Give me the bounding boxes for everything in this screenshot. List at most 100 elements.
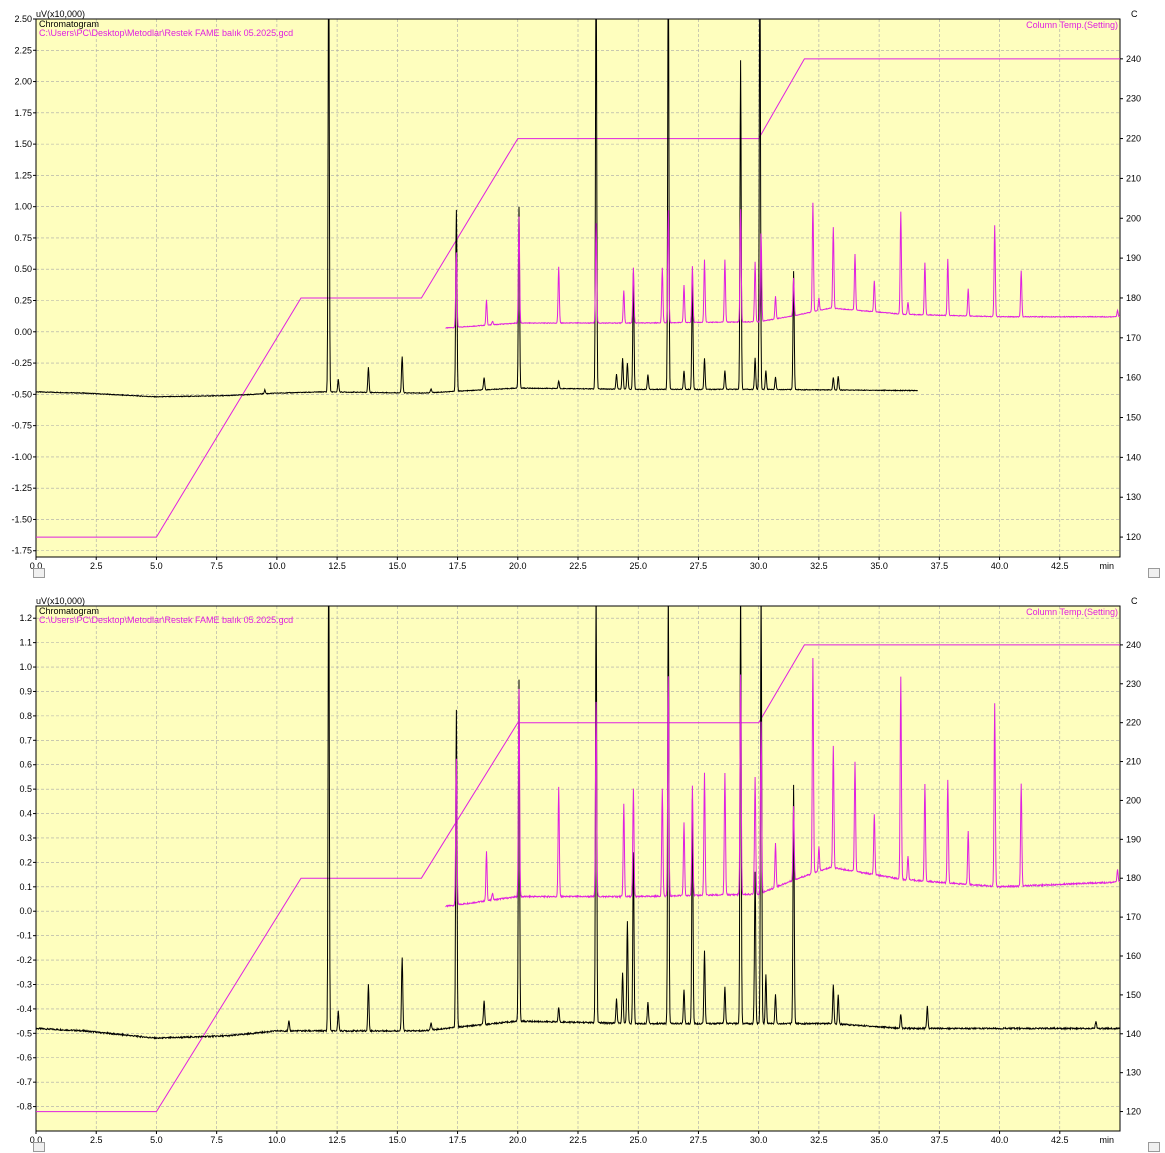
- x-tick-label: 15.0: [389, 1135, 407, 1145]
- y-tick-label: 0.1: [19, 882, 32, 892]
- y-tick-label: 0.5: [19, 784, 32, 794]
- chromatogram-plot-bottom: 1.2 1.1 1.0 0.9 0.8 0.7 0.6 0.5 0.4 0.3 0.2 0.1 0.0 -…: [16, 596, 1141, 1145]
- x-tick-label: 35.0: [870, 561, 888, 571]
- y2-tick-label: 240: [1126, 54, 1141, 64]
- file-path-label: C:\Users\PC\Desktop\Metodlar\Restek FAME…: [39, 615, 293, 625]
- y-tick-label: -0.8: [16, 1102, 32, 1112]
- y2-tick-label: 150: [1126, 413, 1141, 423]
- y-tick-label: 0.00: [14, 327, 32, 337]
- plot-area: [36, 19, 1120, 557]
- y-tick-label: 1.2: [19, 613, 32, 623]
- scroll-right-button-top[interactable]: [1148, 568, 1160, 578]
- scroll-right-button-bottom[interactable]: [1148, 1142, 1160, 1152]
- x-tick-label: 20.0: [509, 1135, 527, 1145]
- column-temp-line: [36, 644, 1120, 1113]
- x-tick-label: 40.0: [991, 561, 1009, 571]
- y-tick-label: 0.4: [19, 809, 32, 819]
- x-tick-label: 27.5: [690, 561, 708, 571]
- y-tick-label: -0.5: [16, 1028, 32, 1038]
- y-tick-label: -0.25: [11, 358, 32, 368]
- x-tick-label: 5.0: [150, 561, 163, 571]
- y-tick-label: -0.2: [16, 955, 32, 965]
- y2-tick-label: 200: [1126, 795, 1141, 805]
- panel-title: Chromatogram: [39, 606, 99, 616]
- y-tick-label: -0.3: [16, 979, 32, 989]
- y2-tick-label: 230: [1126, 679, 1141, 689]
- y2-tick-label: 190: [1126, 834, 1141, 844]
- x-tick-label: 12.5: [328, 1135, 346, 1145]
- chromatogram-trace-magenta: [445, 202, 1120, 329]
- x-tick-label: 0.0: [30, 561, 43, 571]
- y2-tick-label: 180: [1126, 293, 1141, 303]
- file-path-label: C:\Users\PC\Desktop\Metodlar\Restek FAME…: [39, 28, 293, 38]
- y-tick-label: 0.50: [14, 264, 32, 274]
- y2-tick-label: 130: [1126, 1068, 1141, 1078]
- x-tick-label: 10.0: [268, 1135, 286, 1145]
- y-tick-label: 0.9: [19, 686, 32, 696]
- y-tick-label: 0.2: [19, 857, 32, 867]
- x-tick-label: 37.5: [931, 561, 949, 571]
- y-tick-label: -1.50: [11, 514, 32, 524]
- column-temp-legend: Column Temp.(Setting): [1026, 607, 1118, 617]
- panel-title: Chromatogram: [39, 19, 99, 29]
- y2-tick-label: 190: [1126, 253, 1141, 263]
- x-tick-label: 17.5: [449, 561, 467, 571]
- x-tick-label: 22.5: [569, 1135, 587, 1145]
- scroll-left-button-bottom[interactable]: [33, 1142, 45, 1152]
- y-tick-label: 0.8: [19, 711, 32, 721]
- y2-unit-label: C: [1131, 596, 1138, 606]
- y-tick-label: 0.6: [19, 760, 32, 770]
- y-unit-label: uV(x10,000): [36, 596, 85, 606]
- y-tick-label: -0.75: [11, 421, 32, 431]
- y-tick-label: 2.00: [14, 77, 32, 87]
- x-tick-label: 22.5: [569, 561, 587, 571]
- y-tick-label: 0.25: [14, 296, 32, 306]
- column-temp-legend: Column Temp.(Setting): [1026, 20, 1118, 30]
- y2-tick-label: 170: [1126, 333, 1141, 343]
- y2-tick-label: 160: [1126, 951, 1141, 961]
- y-tick-label: 1.00: [14, 202, 32, 212]
- x-unit-label: min: [1099, 1135, 1114, 1145]
- x-tick-label: 20.0: [509, 561, 527, 571]
- gridlines: [35, 18, 1120, 557]
- y2-tick-label: 160: [1126, 373, 1141, 383]
- x-tick-label: 42.5: [1051, 1135, 1069, 1145]
- scroll-left-button-top[interactable]: [33, 568, 45, 578]
- x-tick-label: 42.5: [1051, 561, 1069, 571]
- y-tick-label: 2.25: [14, 45, 32, 55]
- x-tick-label: 27.5: [690, 1135, 708, 1145]
- chromatogram-trace-black: [36, 19, 918, 398]
- x-tick-label: 5.0: [150, 1135, 163, 1145]
- x-tick-label: 7.5: [210, 561, 223, 571]
- y2-unit-label: C: [1131, 9, 1138, 19]
- y-tick-label: -0.50: [11, 389, 32, 399]
- traces: [36, 19, 1120, 538]
- y2-tick-label: 130: [1126, 492, 1141, 502]
- chromatogram-trace-magenta: [445, 657, 1120, 908]
- y-tick-label: -0.6: [16, 1053, 32, 1063]
- x-tick-label: 32.5: [810, 1135, 828, 1145]
- x-tick-label: 40.0: [991, 1135, 1009, 1145]
- x-tick-label: 2.5: [90, 1135, 103, 1145]
- x-tick-label: 30.0: [750, 561, 768, 571]
- column-temp-line: [36, 58, 1120, 538]
- y2-tick-label: 120: [1126, 532, 1141, 542]
- y-tick-label: -0.1: [16, 931, 32, 941]
- x-tick-label: 32.5: [810, 561, 828, 571]
- y2-tick-label: 240: [1126, 640, 1141, 650]
- x-tick-label: 12.5: [328, 561, 346, 571]
- x-tick-label: 30.0: [750, 1135, 768, 1145]
- y2-tick-label: 120: [1126, 1107, 1141, 1117]
- x-tick-label: 37.5: [931, 1135, 949, 1145]
- gridlines: [35, 606, 1120, 1131]
- y2-tick-label: 150: [1126, 990, 1141, 1000]
- y2-tick-label: 230: [1126, 94, 1141, 104]
- y2-tick-label: 140: [1126, 452, 1141, 462]
- y-tick-label: -0.4: [16, 1004, 32, 1014]
- x-tick-label: 2.5: [90, 561, 103, 571]
- x-tick-label: 25.0: [629, 561, 647, 571]
- chromatogram-panel-bottom: 1.2 1.1 1.0 0.9 0.8 0.7 0.6 0.5 0.4 0.3 0.2 0.1 0.0 -…: [0, 577, 1165, 1153]
- traces: [36, 606, 1120, 1113]
- x-tick-label: 25.0: [629, 1135, 647, 1145]
- y-tick-label: 0.7: [19, 735, 32, 745]
